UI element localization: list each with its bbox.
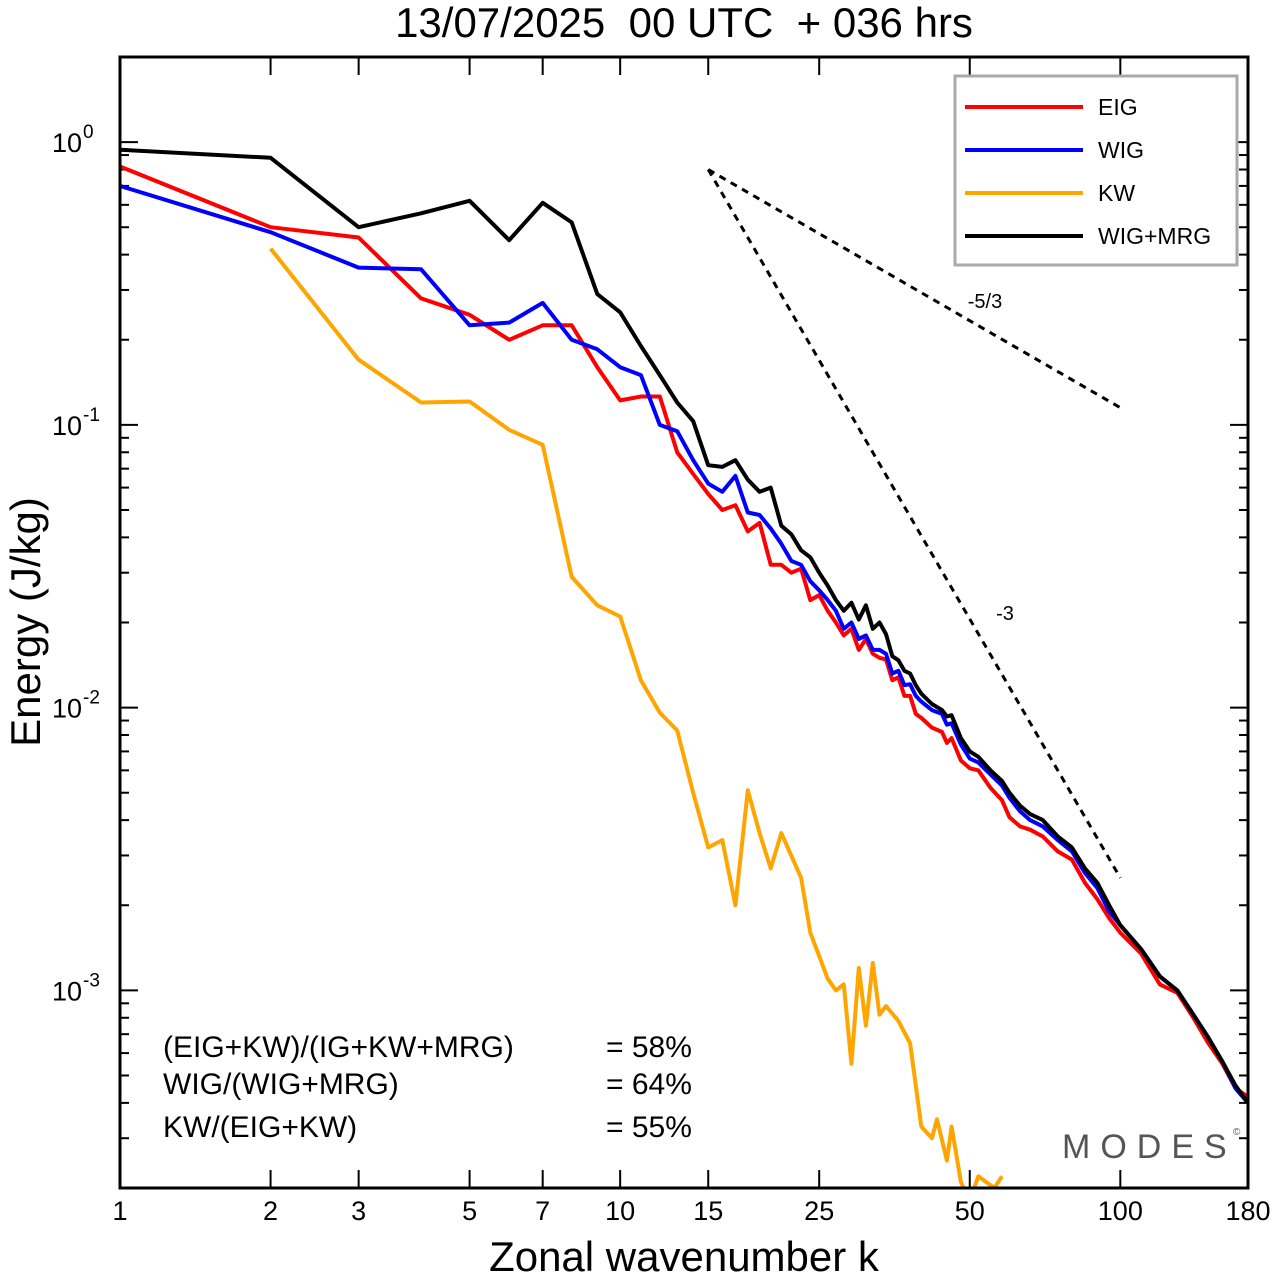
legend-label: EIG: [1098, 94, 1138, 120]
slope-line: [706, 168, 1122, 879]
legend-label: WIG: [1098, 137, 1144, 163]
y-tick-label-base: 10: [52, 976, 82, 1006]
x-tick-label: 15: [693, 1196, 723, 1226]
series-line-kw: [269, 247, 1004, 1188]
series-line-wig-mrg: [120, 147, 1248, 1105]
y-axis-label: Energy (J/kg): [2, 497, 49, 747]
legend-label: KW: [1098, 180, 1135, 206]
plot-frame: [118, 55, 1250, 1190]
y-tick-label-exponent: 0: [83, 122, 94, 143]
slope-line: [707, 168, 1122, 410]
x-tick-label: 2: [263, 1196, 278, 1226]
x-tick-label: 1: [112, 1196, 127, 1226]
y-tick-label-base: 10: [52, 411, 82, 441]
x-tick-label: 3: [351, 1196, 366, 1226]
annotation-label: KW/(EIG+KW): [163, 1111, 357, 1144]
y-tick-label-base: 10: [52, 694, 82, 724]
y-tick-label-base: 10: [52, 128, 82, 158]
annotation-value: = 58%: [606, 1031, 692, 1064]
x-tick-label: 25: [804, 1196, 834, 1226]
series-line-wig: [120, 183, 1248, 1105]
slope-reference-lines: -5/3 -3: [706, 168, 1122, 879]
ratio-annotations: (EIG+KW)/(IG+KW+MRG) = 58% WIG/(WIG+MRG)…: [163, 1031, 692, 1144]
annotation-value: = 64%: [606, 1068, 692, 1101]
x-axis-label: Zonal wavenumber k: [489, 1233, 880, 1280]
chart-title: 13/07/2025 00 UTC + 036 hrs: [395, 0, 973, 46]
annotation-label: WIG/(WIG+MRG): [163, 1068, 399, 1101]
x-tick-label: 180: [1225, 1196, 1270, 1226]
series-lines: [120, 147, 1248, 1188]
legend-label: WIG+MRG: [1098, 223, 1211, 249]
legend-items: EIG WIG KW WIG+MRG: [965, 94, 1211, 249]
annotation-value: = 55%: [606, 1111, 692, 1144]
annotation-label: (EIG+KW)/(IG+KW+MRG): [163, 1031, 514, 1064]
y-tick-label-exponent: -3: [83, 970, 100, 991]
copyright-mark: ©: [1233, 1127, 1241, 1138]
legend: EIG WIG KW WIG+MRG: [953, 74, 1239, 267]
x-tick-label: 7: [535, 1196, 550, 1226]
x-tick-label: 10: [605, 1196, 635, 1226]
slope-label: -3: [996, 603, 1014, 625]
x-tick-label: 100: [1098, 1196, 1143, 1226]
slope-label: -5/3: [968, 291, 1002, 313]
x-tick-label: 5: [462, 1196, 477, 1226]
y-tick-label-exponent: -1: [83, 405, 100, 426]
modes-watermark: MODES: [1062, 1128, 1237, 1166]
y-tick-label-exponent: -2: [83, 688, 100, 709]
x-tick-label: 50: [955, 1196, 985, 1226]
